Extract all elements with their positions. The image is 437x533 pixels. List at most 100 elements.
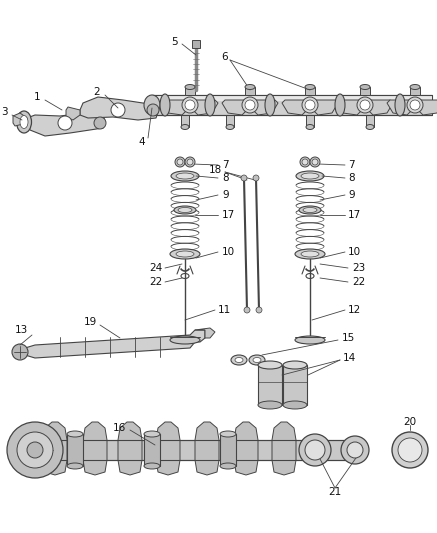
Text: 13: 13 (15, 325, 28, 335)
Ellipse shape (305, 440, 325, 460)
Polygon shape (195, 422, 219, 475)
Circle shape (177, 159, 183, 165)
Polygon shape (43, 422, 67, 475)
Circle shape (360, 100, 370, 110)
Circle shape (27, 442, 43, 458)
Text: 6: 6 (222, 52, 228, 62)
Circle shape (398, 438, 422, 462)
Polygon shape (66, 107, 80, 120)
Ellipse shape (170, 249, 200, 259)
Bar (152, 95, 432, 115)
Ellipse shape (17, 111, 31, 133)
Bar (185, 87, 195, 95)
Ellipse shape (144, 463, 160, 469)
Ellipse shape (283, 401, 307, 409)
Ellipse shape (220, 431, 236, 437)
Bar (181, 115, 189, 127)
Bar (192, 40, 200, 48)
Text: 16: 16 (113, 423, 126, 433)
Polygon shape (156, 422, 180, 475)
Circle shape (253, 175, 259, 181)
Circle shape (17, 432, 53, 468)
Ellipse shape (303, 207, 317, 213)
Ellipse shape (306, 125, 314, 130)
Ellipse shape (295, 249, 325, 259)
Bar (226, 115, 234, 127)
Ellipse shape (170, 336, 200, 344)
Ellipse shape (341, 436, 369, 464)
Text: 17: 17 (348, 210, 361, 220)
Polygon shape (80, 97, 158, 120)
Ellipse shape (160, 94, 170, 116)
Polygon shape (222, 100, 247, 115)
Text: 9: 9 (222, 190, 229, 200)
Polygon shape (22, 330, 205, 358)
Polygon shape (253, 100, 278, 115)
Circle shape (302, 97, 318, 113)
Circle shape (147, 104, 159, 116)
Circle shape (302, 159, 308, 165)
Polygon shape (337, 100, 362, 115)
Circle shape (305, 100, 315, 110)
Text: 23: 23 (352, 263, 365, 273)
Ellipse shape (301, 173, 319, 179)
Ellipse shape (295, 336, 325, 344)
Polygon shape (195, 328, 215, 338)
Polygon shape (83, 422, 107, 475)
Ellipse shape (176, 251, 194, 257)
Text: 3: 3 (1, 107, 8, 117)
Polygon shape (418, 100, 437, 115)
Bar (306, 115, 314, 127)
Polygon shape (27, 113, 105, 136)
Bar (67, 434, 83, 466)
Text: 18: 18 (209, 165, 222, 175)
Ellipse shape (265, 94, 275, 116)
Ellipse shape (299, 434, 331, 466)
Ellipse shape (258, 401, 282, 409)
Polygon shape (313, 100, 338, 115)
Circle shape (300, 157, 310, 167)
Ellipse shape (245, 85, 255, 90)
Polygon shape (162, 100, 187, 115)
Ellipse shape (178, 207, 192, 213)
Circle shape (310, 157, 320, 167)
Text: 2: 2 (94, 87, 100, 97)
Circle shape (312, 159, 318, 165)
Text: 19: 19 (84, 317, 97, 327)
Circle shape (256, 307, 262, 313)
Polygon shape (387, 100, 412, 115)
Circle shape (244, 307, 250, 313)
Ellipse shape (181, 125, 189, 130)
Ellipse shape (360, 85, 370, 90)
Circle shape (58, 116, 72, 130)
Ellipse shape (67, 463, 83, 469)
Circle shape (185, 157, 195, 167)
Text: 11: 11 (218, 305, 231, 315)
Ellipse shape (67, 431, 83, 437)
Ellipse shape (235, 358, 243, 362)
Bar (283, 365, 307, 405)
Ellipse shape (171, 171, 199, 181)
Text: 12: 12 (348, 305, 361, 315)
Ellipse shape (366, 125, 374, 130)
Text: 21: 21 (328, 487, 342, 497)
Circle shape (410, 100, 420, 110)
Ellipse shape (231, 355, 247, 365)
Circle shape (241, 175, 247, 181)
Ellipse shape (258, 361, 282, 369)
Bar (245, 87, 255, 95)
Circle shape (392, 432, 428, 468)
Ellipse shape (296, 171, 324, 181)
Ellipse shape (176, 173, 194, 179)
Circle shape (175, 157, 185, 167)
Circle shape (7, 422, 63, 478)
Bar (220, 434, 236, 466)
Ellipse shape (305, 85, 315, 90)
Ellipse shape (174, 206, 196, 214)
Bar (366, 115, 374, 127)
Polygon shape (13, 113, 27, 126)
Polygon shape (368, 100, 393, 115)
Polygon shape (272, 422, 296, 475)
Ellipse shape (185, 85, 195, 90)
Circle shape (245, 100, 255, 110)
